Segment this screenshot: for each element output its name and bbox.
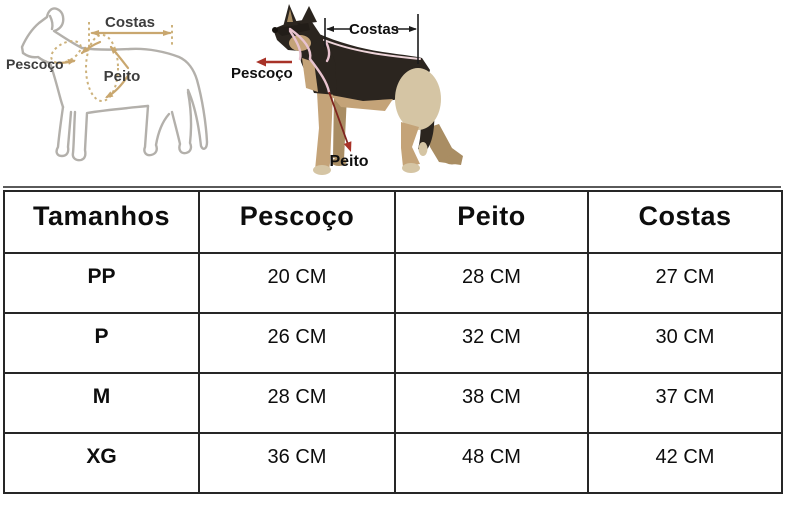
table-header-row: Tamanhos Pescoço Peito Costas bbox=[3, 190, 783, 254]
peito-value: 48 CM bbox=[394, 432, 589, 494]
ear-inner bbox=[287, 9, 293, 22]
pescoco-value: 28 CM bbox=[198, 372, 396, 434]
dog-outline-front-leg-1 bbox=[55, 105, 73, 158]
collar-strand-1 bbox=[288, 27, 312, 61]
photo-costas-label: Costas bbox=[349, 21, 399, 38]
rear-near-paw bbox=[402, 163, 420, 173]
costas-arrowhead-left-icon bbox=[90, 30, 99, 36]
neck-girth-ellipse bbox=[50, 40, 82, 64]
peito-value: 38 CM bbox=[394, 372, 589, 434]
dog-outline-jaw-neck-chest bbox=[21, 51, 65, 109]
dog-sketch-diagram: Costas Pescoço Peito bbox=[6, 7, 209, 162]
size-table-container: Tamanhos Pescoço Peito Costas PP 20 CM 2… bbox=[3, 186, 783, 494]
tail-tip bbox=[418, 142, 428, 156]
size-table: Tamanhos Pescoço Peito Costas PP 20 CM 2… bbox=[3, 190, 783, 494]
back-measure-tape bbox=[323, 39, 421, 60]
size-label: PP bbox=[3, 252, 200, 314]
costas-value: 37 CM bbox=[587, 372, 783, 434]
dog-outline-rear-legs bbox=[143, 90, 193, 157]
sketch-pescoco-label: Pescoço bbox=[6, 56, 64, 72]
peito-arrowhead-up-icon bbox=[110, 46, 118, 54]
table-row-xg: XG 36 CM 48 CM 42 CM bbox=[3, 432, 783, 494]
rear-far-paw bbox=[444, 155, 460, 165]
front-far-leg bbox=[333, 93, 347, 160]
sketch-costas-label: Costas bbox=[105, 14, 155, 31]
costas-measure-marks bbox=[324, 14, 419, 64]
peito-arrow-line bbox=[328, 91, 350, 148]
costas-value: 42 CM bbox=[587, 432, 783, 494]
table-row-p: P 26 CM 32 CM 30 CM bbox=[3, 312, 783, 374]
dog-outline-drawing bbox=[20, 7, 209, 162]
costas-value: 27 CM bbox=[587, 252, 783, 314]
front-far-paw bbox=[331, 158, 347, 166]
header-pescoco: Pescoço bbox=[198, 190, 396, 254]
photo-pescoco-label: Pescoço bbox=[231, 65, 293, 82]
red-pointers bbox=[256, 57, 352, 152]
size-label: XG bbox=[3, 432, 200, 494]
costas-arrowhead-right-icon bbox=[409, 26, 417, 32]
photo-peito-label: Peito bbox=[329, 153, 368, 170]
header-costas: Costas bbox=[587, 190, 783, 254]
chest-patch bbox=[302, 58, 318, 92]
belly bbox=[331, 95, 393, 111]
peito-arrowhead-icon bbox=[343, 141, 352, 152]
header-peito: Peito bbox=[394, 190, 589, 254]
hind-quarter bbox=[395, 68, 441, 130]
sketch-measure-marks bbox=[50, 22, 173, 102]
table-row-m: M 28 CM 38 CM 37 CM bbox=[3, 372, 783, 434]
size-label: P bbox=[3, 312, 200, 374]
collar-strand-2 bbox=[288, 29, 302, 61]
pescoco-arrowhead-icon bbox=[256, 57, 266, 67]
costas-arrowhead-right-icon bbox=[163, 30, 172, 36]
peito-arrowhead-down-icon bbox=[105, 91, 114, 98]
front-near-leg bbox=[315, 92, 333, 170]
pescoco-arrowhead-icon bbox=[67, 59, 76, 65]
size-label: M bbox=[3, 372, 200, 434]
front-near-paw bbox=[313, 165, 331, 175]
costas-arrowhead-left-icon bbox=[326, 26, 334, 32]
dog-outline-head-back-tail bbox=[20, 7, 209, 150]
ear-right bbox=[300, 6, 317, 24]
pescoco-value: 26 CM bbox=[198, 312, 396, 374]
girth-strap bbox=[308, 57, 331, 94]
pescoco-value: 36 CM bbox=[198, 432, 396, 494]
withers-arrowhead-icon bbox=[81, 46, 89, 54]
chest-girth-ellipse bbox=[85, 34, 119, 102]
dog-outline-front-leg-2-belly bbox=[71, 104, 150, 162]
peito-value: 32 CM bbox=[394, 312, 589, 374]
nose bbox=[272, 27, 278, 33]
withers-strap bbox=[324, 40, 331, 63]
dog-outline-ear-fold bbox=[48, 14, 54, 31]
sketch-peito-label: Peito bbox=[104, 68, 141, 85]
peito-value: 28 CM bbox=[394, 252, 589, 314]
pescoco-value: 20 CM bbox=[198, 252, 396, 314]
dog-photo-diagram: Costas Pescoço Peito bbox=[231, 4, 463, 175]
german-shepherd-silhouette bbox=[272, 4, 463, 175]
harness-lines bbox=[288, 27, 421, 94]
header-tamanhos: Tamanhos bbox=[3, 190, 200, 254]
rear-far-leg bbox=[427, 124, 463, 165]
costas-value: 30 CM bbox=[587, 312, 783, 374]
rear-near-leg bbox=[401, 122, 420, 167]
table-row-pp: PP 20 CM 28 CM 27 CM bbox=[3, 252, 783, 314]
